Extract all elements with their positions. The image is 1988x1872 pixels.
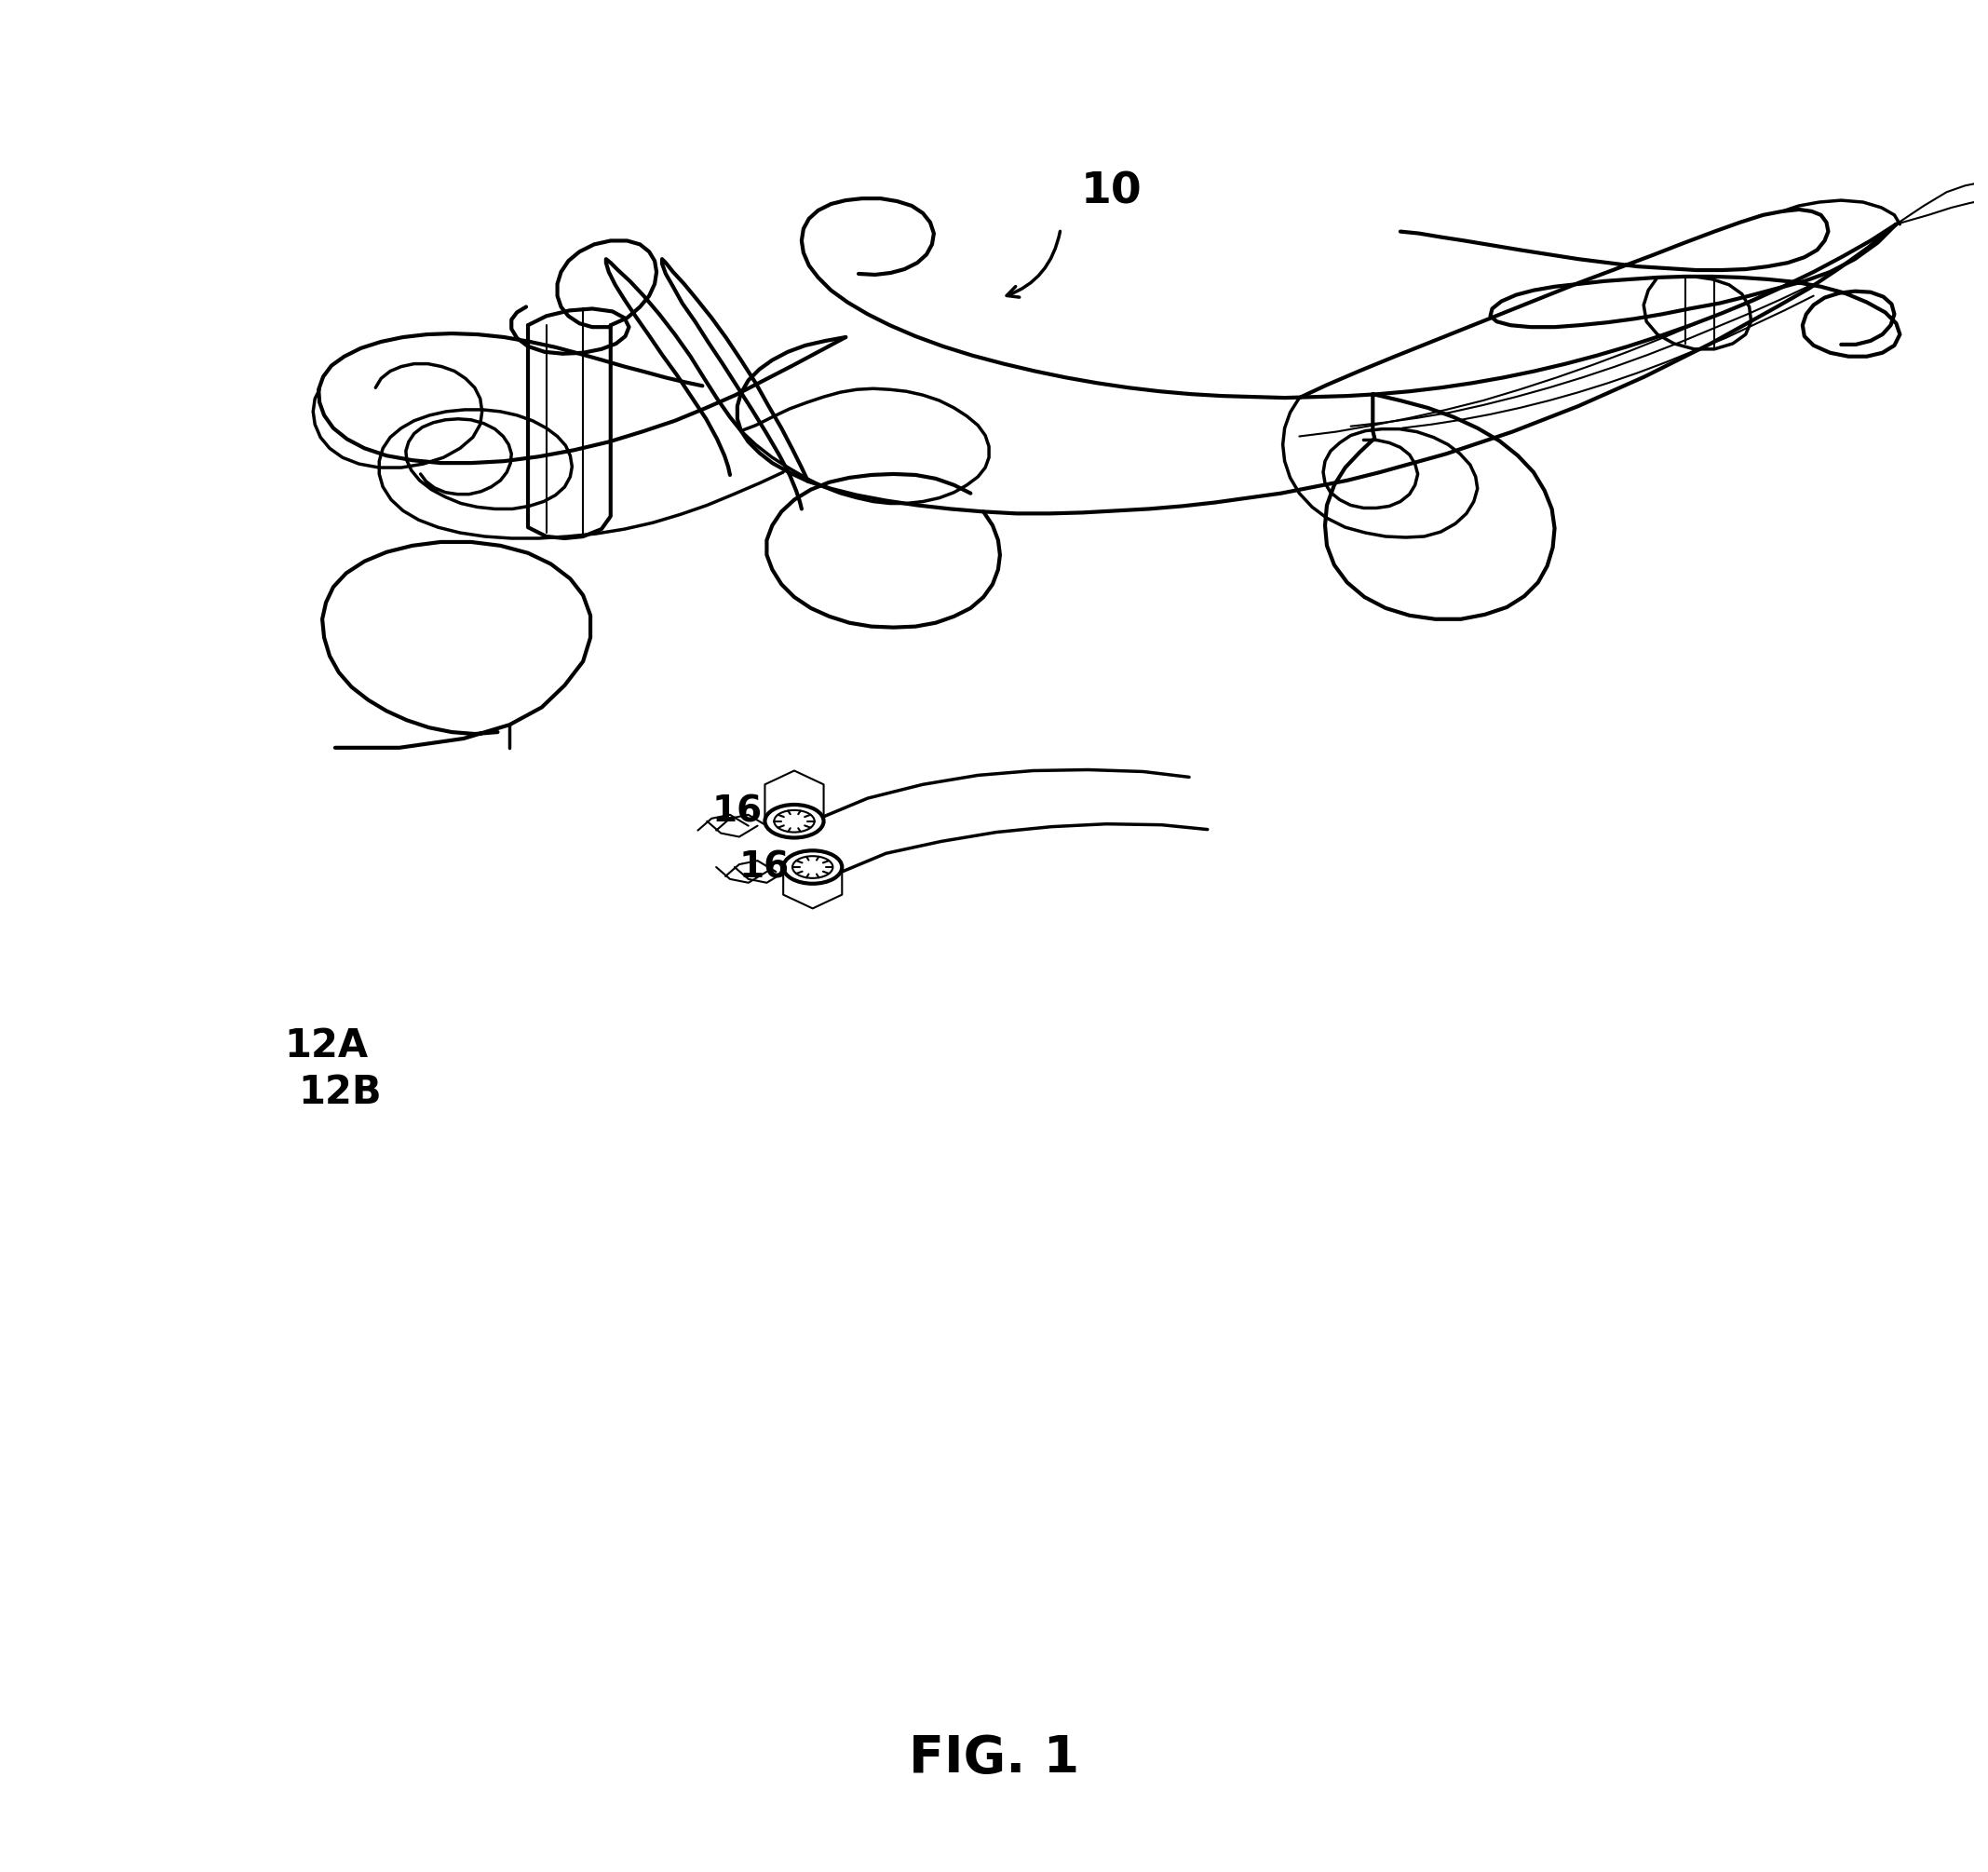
Text: FIG. 1: FIG. 1: [909, 1733, 1079, 1784]
Text: 12B: 12B: [298, 1073, 382, 1112]
Text: 10: 10: [1079, 170, 1141, 213]
Text: 16: 16: [712, 794, 761, 829]
Text: 16: 16: [740, 850, 789, 885]
Text: 12A: 12A: [284, 1026, 368, 1065]
